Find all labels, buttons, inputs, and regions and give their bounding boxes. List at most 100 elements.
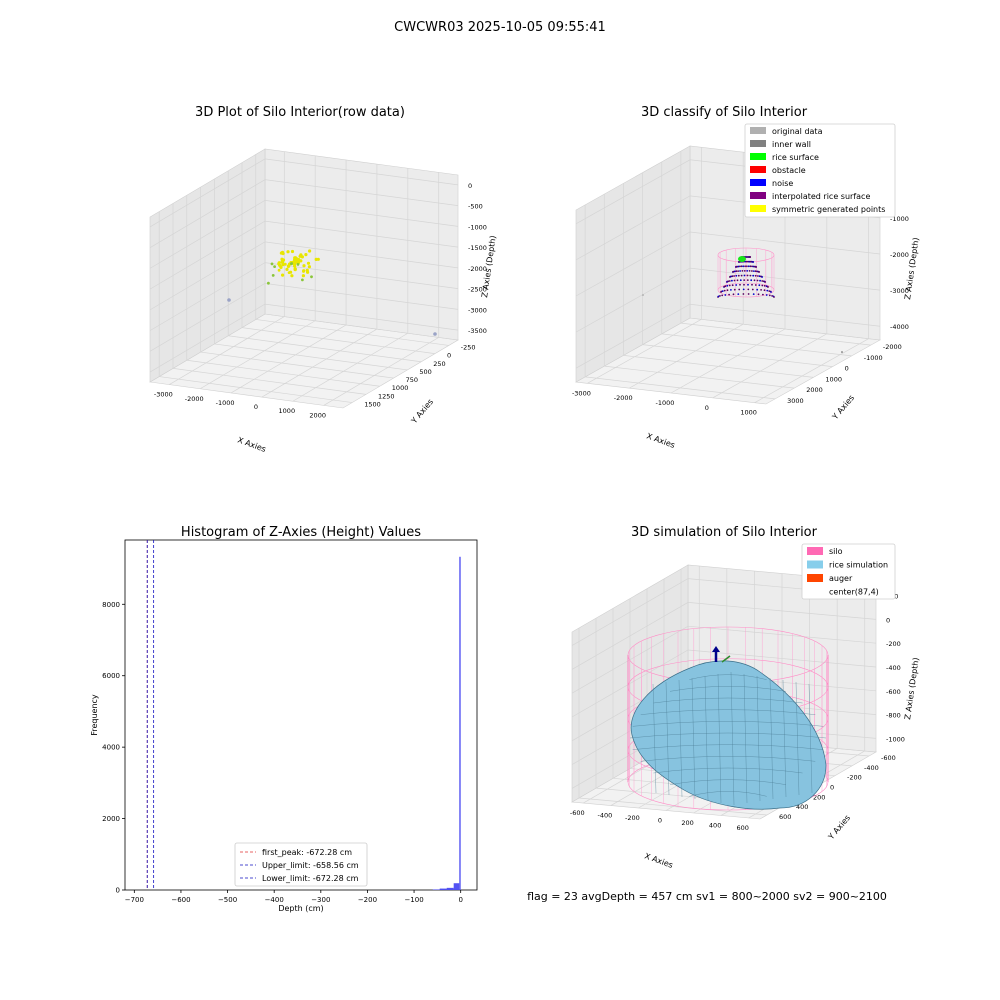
- dome-point: [724, 285, 727, 288]
- x-tick-label: 1000: [740, 409, 757, 417]
- grid-y: [661, 333, 852, 357]
- dome-point: [753, 279, 756, 282]
- grid-y: [255, 319, 449, 346]
- dome-point: [773, 296, 775, 298]
- legend-swatch: [807, 587, 823, 596]
- data-point: [277, 262, 281, 266]
- dome-point: [751, 288, 754, 291]
- dome-point: [746, 270, 749, 272]
- data-point: [286, 250, 290, 254]
- legend-label: rice surface: [772, 153, 819, 162]
- surface-mesh-line: [769, 677, 774, 800]
- dome-point: [763, 284, 766, 287]
- dome-point: [747, 293, 750, 295]
- surface-mesh-line: [640, 756, 816, 762]
- data-point: [293, 264, 297, 268]
- y-tick-label: 8000: [102, 601, 120, 609]
- dome-point: [756, 279, 759, 282]
- surface-mesh-line: [730, 671, 735, 806]
- panel-3-bars: [146, 540, 461, 890]
- data-point: [310, 275, 313, 279]
- legend-swatch: [750, 192, 766, 199]
- dome-point: [756, 288, 759, 291]
- legend-label: obstacle: [772, 166, 806, 175]
- dome-point: [758, 271, 760, 273]
- x-tick-label: −500: [218, 896, 237, 904]
- data-point: [285, 267, 289, 271]
- surface-mesh-line: [632, 721, 824, 727]
- dome-point: [743, 270, 746, 272]
- y-tick-label: 500: [419, 368, 431, 376]
- dome-point: [752, 274, 755, 277]
- dome-point: [733, 288, 736, 291]
- x-tick-label: -3000: [154, 391, 173, 399]
- dome-point: [761, 280, 764, 282]
- x-tick-label: −200: [358, 896, 377, 904]
- dome-point: [730, 289, 732, 291]
- data-point: [290, 262, 293, 266]
- z-tick-label: -200: [886, 640, 901, 648]
- grid-x: [754, 338, 869, 403]
- dome-point: [731, 279, 733, 282]
- surface-mesh-line: [808, 683, 813, 794]
- y-tick-label: -400: [864, 764, 879, 772]
- x-tick-label: -1000: [656, 399, 675, 407]
- grid-z: [149, 179, 459, 248]
- dome-point: [759, 279, 761, 282]
- grid-x: [230, 324, 347, 394]
- z-tick-label: -1000: [890, 215, 909, 223]
- x-tick-label: 0: [458, 896, 462, 904]
- dome-point: [735, 274, 738, 277]
- noise-point: [841, 351, 843, 353]
- legend-label: auger: [829, 574, 853, 583]
- auger-arrowhead: [712, 646, 720, 652]
- panel-2-zlabel: Z Axies (Depth): [903, 237, 921, 300]
- surface-mesh-line: [629, 732, 827, 739]
- grid-z: [575, 231, 881, 297]
- dome-point: [739, 279, 742, 282]
- dome-point: [739, 270, 741, 272]
- legend-frame: [801, 543, 896, 600]
- dome-point: [737, 265, 740, 268]
- data-point: [281, 261, 284, 265]
- dome-point: [755, 266, 757, 268]
- surface-mesh-line: [669, 779, 787, 785]
- z-tick-label: -3000: [468, 306, 487, 314]
- z-tick-label: -1000: [886, 735, 905, 743]
- dome-point: [742, 288, 745, 291]
- surface-mesh-line: [678, 679, 683, 798]
- data-point: [290, 249, 295, 254]
- dome-point: [728, 284, 731, 287]
- z-tick-label: -400: [886, 664, 901, 672]
- grid-x: [670, 328, 786, 394]
- x-tick-label: 1000: [279, 407, 296, 415]
- z-tick-label: -1000: [468, 223, 487, 231]
- dome-point: [768, 294, 771, 297]
- data-point: [281, 273, 285, 277]
- y-tick-label: 0: [845, 365, 849, 373]
- y-tick-label: 0: [116, 887, 120, 895]
- x-tick-label: 0: [705, 404, 709, 412]
- grid-z: [149, 282, 459, 352]
- dome-point: [742, 293, 745, 295]
- x-tick-label: −600: [171, 896, 190, 904]
- panel-raw-scatter: 3D Plot of Silo Interior(row data) -3000…: [149, 105, 498, 454]
- dome-point: [749, 274, 752, 277]
- data-point: [314, 257, 318, 261]
- dome-point: [767, 286, 769, 288]
- surface-mesh-line: [669, 686, 787, 692]
- legend-swatch: [807, 574, 823, 582]
- dome-point: [728, 280, 731, 282]
- data-point: [267, 281, 270, 285]
- y-tick-label: 3000: [787, 397, 804, 405]
- dome-point: [762, 293, 764, 296]
- panel-2-dome: [642, 247, 843, 353]
- z-tick-label: -3000: [890, 287, 909, 295]
- dome-point: [744, 265, 746, 268]
- x-tick-label: 2000: [309, 411, 326, 419]
- panel-2-legend: original data inner wall rice surface obsta…: [744, 123, 896, 218]
- panel-1-axes: -3000-2000-1000010002000-250025050075010…: [149, 148, 487, 419]
- z-tick-label: -4000: [890, 323, 909, 331]
- dome-point: [743, 274, 746, 277]
- z-tick-label: 0: [886, 616, 890, 624]
